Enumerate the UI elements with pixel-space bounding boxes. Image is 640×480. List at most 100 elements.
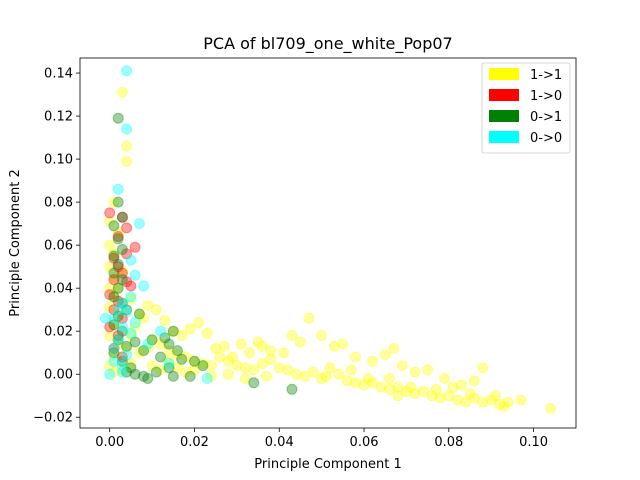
data-point: [104, 207, 116, 219]
data-point: [477, 396, 489, 408]
data-point: [121, 222, 133, 234]
data-point: [167, 325, 179, 337]
data-point: [265, 345, 277, 357]
data-point: [146, 334, 158, 346]
data-point: [116, 297, 128, 309]
y-tick-label: 0.02: [44, 325, 73, 340]
data-point: [451, 394, 463, 406]
data-point: [108, 291, 120, 303]
data-point: [384, 383, 395, 395]
legend-label: 1->0: [530, 89, 562, 104]
plot-frame: [79, 57, 577, 429]
data-point: [108, 271, 120, 283]
data-point: [367, 355, 378, 367]
data-point: [163, 362, 175, 374]
y-tick-label: 0.08: [44, 196, 73, 211]
data-point: [286, 383, 298, 395]
data-point: [388, 342, 400, 354]
data-point: [231, 360, 243, 372]
data-point: [112, 282, 124, 294]
data-point: [159, 314, 171, 326]
data-point: [193, 317, 205, 329]
data-point: [239, 362, 251, 374]
data-point: [121, 342, 133, 354]
data-point: [172, 362, 183, 374]
points-layer: [99, 65, 557, 415]
data-point: [172, 345, 183, 357]
data-point: [328, 340, 340, 352]
y-tick-label: 0.14: [44, 67, 73, 82]
data-point: [214, 351, 226, 363]
data-point: [367, 377, 378, 389]
data-point: [116, 211, 128, 223]
data-point: [163, 338, 175, 350]
data-point: [362, 373, 374, 384]
data-point: [112, 233, 124, 245]
data-point: [108, 252, 120, 264]
data-point: [163, 355, 175, 367]
data-point: [112, 261, 124, 273]
data-point: [116, 265, 128, 277]
data-point: [121, 65, 133, 77]
data-point: [189, 355, 200, 367]
data-point: [129, 241, 141, 253]
data-point: [125, 291, 137, 303]
data-point: [104, 360, 116, 372]
data-point: [116, 267, 128, 279]
x-tick-label: 0.08: [434, 435, 463, 450]
data-point: [350, 351, 362, 363]
data-point: [108, 366, 120, 378]
data-point: [400, 385, 412, 397]
data-point: [121, 349, 133, 361]
data-point: [121, 140, 133, 152]
data-point: [303, 312, 315, 324]
data-point: [218, 340, 230, 352]
data-point: [138, 312, 150, 324]
data-point: [261, 370, 272, 382]
data-point: [116, 312, 128, 324]
data-point: [112, 231, 124, 242]
data-point: [150, 304, 162, 316]
data-point: [112, 334, 124, 346]
data-point: [104, 368, 116, 380]
data-point: [265, 353, 277, 365]
data-point: [125, 327, 137, 339]
data-point: [316, 373, 328, 384]
data-point: [180, 351, 192, 363]
data-point: [112, 308, 124, 320]
series-1->0: [104, 207, 141, 363]
data-point: [299, 370, 311, 382]
y-tick-label: 0.12: [44, 110, 73, 125]
data-point: [129, 269, 141, 281]
data-point: [184, 370, 196, 382]
data-point: [116, 360, 128, 372]
data-point: [104, 289, 116, 301]
data-point: [176, 330, 188, 341]
y-tick-label: 0.00: [44, 368, 73, 383]
data-point: [307, 366, 319, 378]
data-point: [112, 338, 124, 350]
x-tick-label: 0.02: [180, 435, 209, 450]
data-point: [184, 323, 196, 335]
data-point: [545, 403, 557, 415]
data-point: [167, 325, 179, 337]
data-point: [201, 373, 213, 384]
data-point: [210, 342, 222, 354]
data-point: [392, 381, 404, 393]
data-point: [121, 366, 133, 378]
data-point: [108, 349, 120, 361]
data-point: [138, 345, 150, 357]
x-tick-label: 0.10: [519, 435, 548, 450]
data-point: [116, 86, 128, 98]
data-point: [121, 276, 133, 288]
data-point: [108, 267, 120, 279]
data-point: [104, 261, 116, 273]
data-point: [112, 334, 124, 346]
data-point: [112, 226, 124, 238]
data-point: [142, 299, 154, 311]
data-point: [112, 259, 124, 270]
data-point: [502, 396, 514, 408]
data-point: [345, 364, 357, 376]
data-point: [409, 366, 421, 378]
